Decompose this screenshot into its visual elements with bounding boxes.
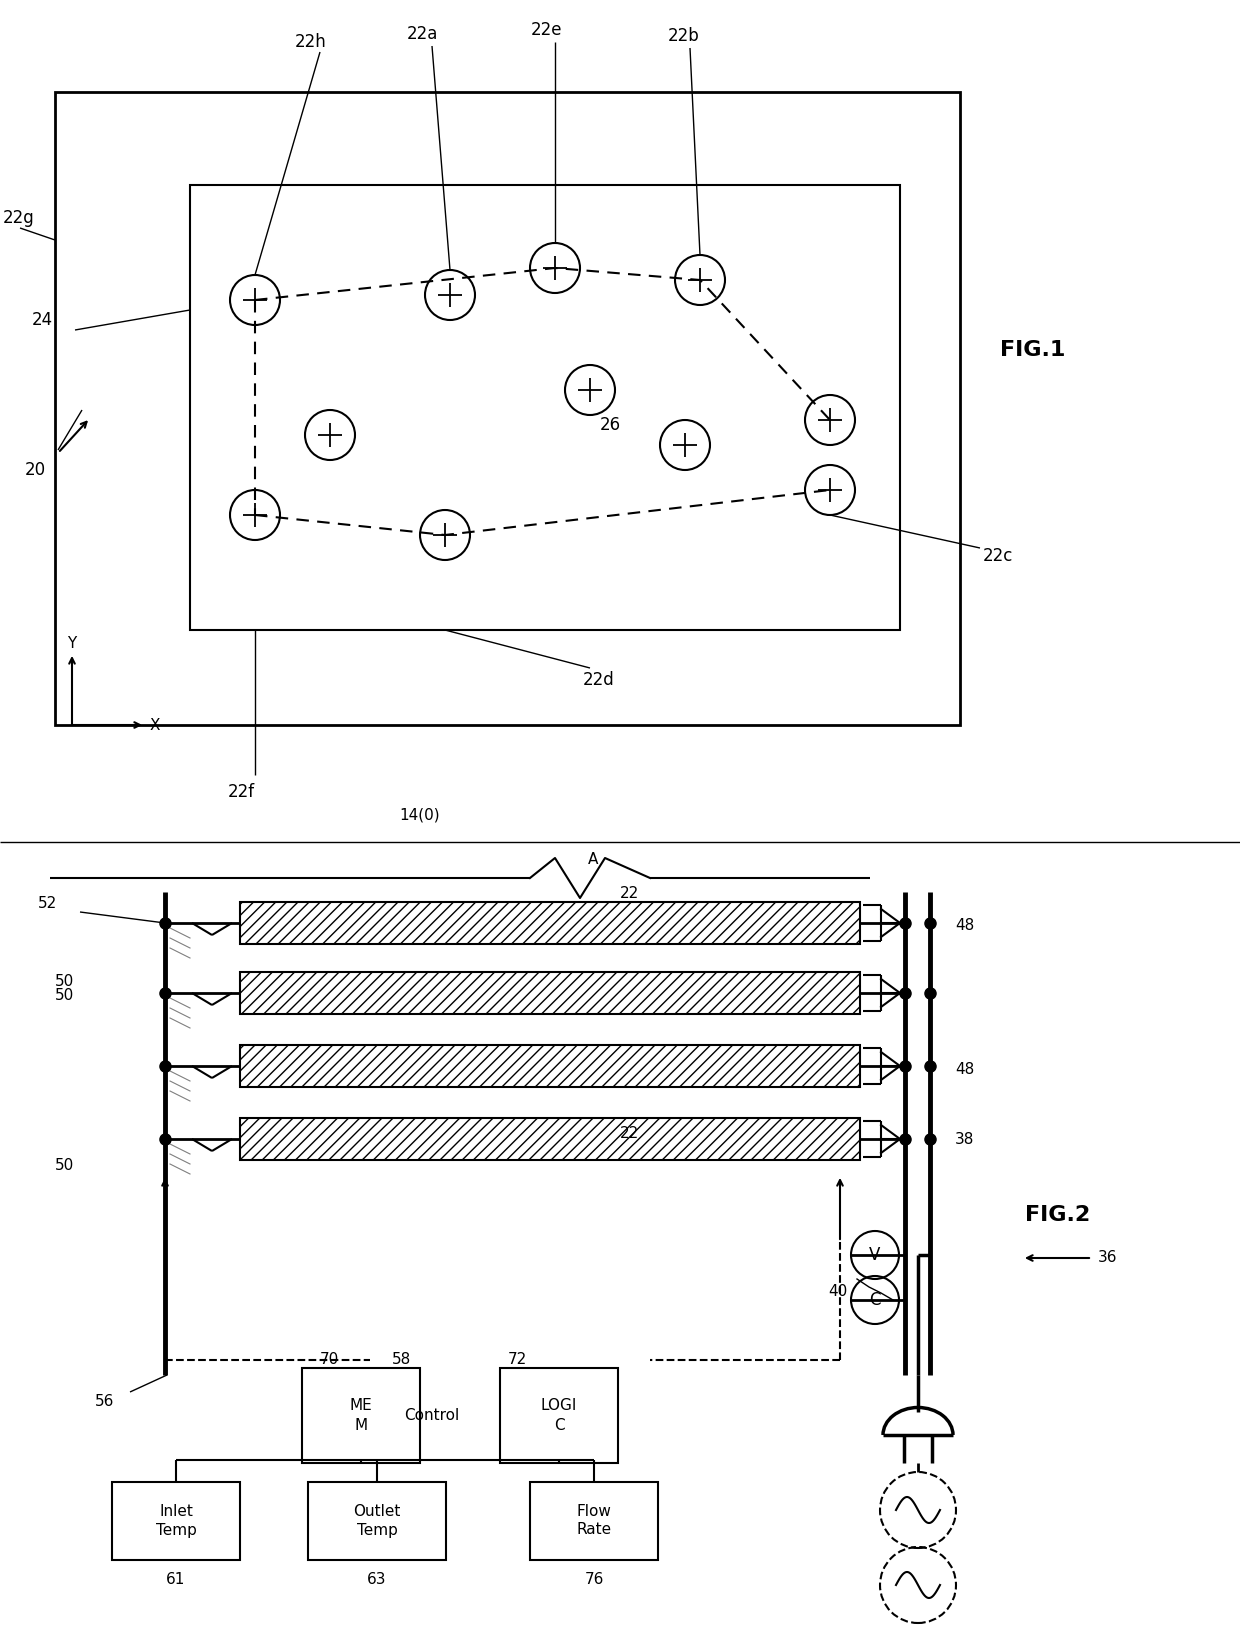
Text: 22h: 22h <box>295 33 327 51</box>
Text: ME: ME <box>350 1398 372 1412</box>
Text: 48: 48 <box>955 917 975 932</box>
Bar <box>241 971 861 1014</box>
Text: LOGI: LOGI <box>541 1398 577 1412</box>
Text: 38: 38 <box>955 1133 975 1148</box>
Text: 22b: 22b <box>668 26 699 45</box>
Text: 22a: 22a <box>407 25 439 43</box>
Text: FIG.1: FIG.1 <box>999 340 1065 360</box>
Text: 22c: 22c <box>983 547 1013 565</box>
Text: Rate: Rate <box>577 1523 611 1538</box>
Text: 40: 40 <box>828 1285 847 1300</box>
Text: 22g: 22g <box>2 210 35 226</box>
Text: 63: 63 <box>367 1573 387 1588</box>
Bar <box>55 93 960 725</box>
Text: C: C <box>869 1290 880 1308</box>
Text: 26: 26 <box>600 416 621 434</box>
Bar <box>112 1482 241 1559</box>
Text: 36: 36 <box>1097 1251 1117 1265</box>
Text: 24: 24 <box>32 311 53 329</box>
Bar <box>500 1368 618 1464</box>
Text: 50: 50 <box>55 973 74 988</box>
Text: 50: 50 <box>55 988 74 1003</box>
Text: Temp: Temp <box>155 1523 196 1538</box>
Text: A: A <box>588 852 598 867</box>
Bar <box>529 1482 658 1559</box>
Text: C: C <box>554 1417 564 1432</box>
Text: 72: 72 <box>508 1353 527 1368</box>
Bar <box>308 1482 446 1559</box>
Text: Flow: Flow <box>577 1505 611 1520</box>
Text: 50: 50 <box>55 1158 74 1173</box>
Bar <box>303 1368 420 1464</box>
Text: 14(0): 14(0) <box>399 808 440 823</box>
Text: M: M <box>355 1417 367 1432</box>
Text: X: X <box>150 717 160 732</box>
Text: 52: 52 <box>38 897 57 912</box>
Text: Inlet: Inlet <box>159 1505 193 1520</box>
Text: 61: 61 <box>166 1573 186 1588</box>
Bar <box>241 902 861 943</box>
Text: Control: Control <box>404 1408 460 1422</box>
Text: 22e: 22e <box>531 21 563 40</box>
Bar <box>190 185 900 629</box>
Text: Y: Y <box>67 636 77 651</box>
Text: 22: 22 <box>620 885 640 900</box>
Text: 58: 58 <box>392 1353 412 1368</box>
Bar <box>241 1046 861 1087</box>
Text: FIG.2: FIG.2 <box>1025 1204 1090 1226</box>
Text: 20: 20 <box>25 461 46 479</box>
Text: 22: 22 <box>620 1125 640 1140</box>
Text: V: V <box>869 1246 880 1264</box>
Text: Outlet: Outlet <box>353 1505 401 1520</box>
Text: Temp: Temp <box>357 1523 398 1538</box>
Text: 48: 48 <box>955 1062 975 1077</box>
Text: 76: 76 <box>584 1573 604 1588</box>
Text: 70: 70 <box>320 1353 340 1368</box>
Text: 22f: 22f <box>228 783 255 801</box>
Text: 22d: 22d <box>583 671 615 689</box>
Text: 56: 56 <box>95 1394 114 1409</box>
Bar <box>241 1118 861 1160</box>
